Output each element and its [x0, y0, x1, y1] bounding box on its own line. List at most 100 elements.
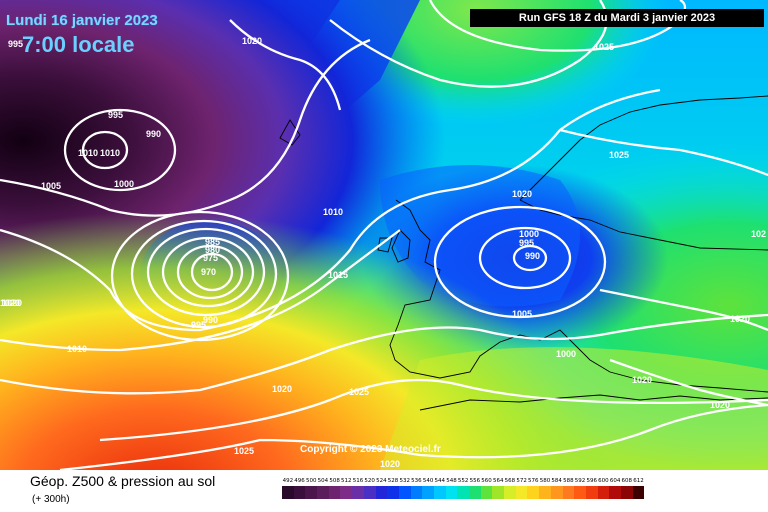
legend-swatch: [375, 486, 388, 499]
pressure-label: 990: [203, 315, 218, 325]
pressure-label: 1010: [78, 148, 98, 158]
legend-tick-label: 576: [528, 478, 539, 484]
legend-tick-label: 580: [539, 478, 551, 484]
pressure-label: 1025: [594, 42, 614, 52]
pressure-labels: 995 1020 1025 995 990 1010 1010 1000 100…: [0, 36, 766, 469]
legend-tick-label: 592: [574, 478, 586, 484]
pressure-label: 1010: [100, 148, 120, 158]
legend-swatch: [539, 486, 551, 499]
legend-swatch: [457, 486, 469, 499]
color-scale-legend: 492 496 500 504 508 512 516 520 524 528 532 536 540 5…: [282, 478, 645, 499]
product-title: Géop. Z500 & pression au sol: [30, 473, 216, 489]
pressure-label: 102: [751, 229, 766, 239]
pressure-label: 1020: [632, 375, 652, 385]
legend-swatch: [574, 486, 586, 499]
pressure-label: 1020: [242, 36, 262, 46]
pressure-label: 1020: [0, 298, 20, 308]
legend-tick-label: 604: [609, 478, 621, 484]
legend-swatch: [410, 486, 423, 499]
pressure-label: 1010: [67, 344, 87, 354]
legend-tick-label: 544: [434, 478, 446, 484]
legend-swatch: [317, 486, 329, 499]
legend-swatch: [527, 486, 540, 499]
pressure-label: 1015: [328, 270, 348, 280]
legend-ticks: 492 496 500 504 508 512 516 520 524 528 532 536 540 5…: [282, 478, 644, 484]
legend-tick-label: 572: [516, 478, 527, 484]
pressure-label: 1025: [609, 150, 629, 160]
legend-swatch: [340, 486, 353, 499]
legend-swatch: [469, 486, 481, 499]
valid-date: Lundi 16 janvier 2023: [6, 12, 158, 29]
pressure-label: 1005: [41, 181, 61, 191]
isobars: [0, 0, 768, 470]
legend-tick-label: 600: [598, 478, 609, 484]
legend-tick-label: 524: [376, 478, 387, 484]
legend-swatch: [550, 486, 563, 499]
legend-swatch: [480, 486, 493, 499]
legend-tick-label: 612: [633, 478, 644, 484]
legend-tick-label: 516: [352, 478, 364, 484]
legend-swatch: [445, 486, 458, 499]
legend-tick-label: 512: [341, 478, 352, 484]
legend-swatch: [515, 486, 528, 499]
pressure-label: 1025: [349, 387, 369, 397]
legend-swatch: [609, 486, 621, 499]
coastlines: [279, 95, 768, 411]
pressure-label: 1020: [2, 298, 22, 308]
legend-swatch: [293, 486, 306, 499]
legend-swatch: [305, 486, 318, 499]
legend-swatch: [363, 486, 376, 499]
run-info-banner: Run GFS 18 Z du Mardi 3 janvier 2023: [470, 9, 764, 27]
weather-map: 995 1020 1025 995 990 1010 1010 1000 100…: [0, 0, 768, 470]
pressure-label: 995: [519, 238, 534, 248]
legend-swatch: [328, 486, 341, 499]
forecast-horizon: (+ 300h): [32, 494, 70, 505]
legend-swatch: [282, 486, 294, 499]
legend-swatch: [398, 486, 411, 499]
legend-tick-label: 556: [469, 478, 481, 484]
legend-swatch: [352, 486, 364, 499]
pressure-label: 995: [8, 39, 23, 49]
legend-tick-label: 568: [504, 478, 516, 484]
pressure-label: 980: [205, 245, 220, 255]
legend-swatch: [387, 486, 399, 499]
pressure-label: 995: [191, 320, 206, 330]
legend-tick-label: 504: [317, 478, 329, 484]
legend-tick-label: 532: [399, 478, 410, 484]
legend-tick-label: 536: [411, 478, 422, 484]
legend-tick-label: 560: [481, 478, 492, 484]
legend-swatch: [562, 486, 575, 499]
pressure-label: 995: [108, 110, 123, 120]
legend-tick-label: 596: [586, 478, 597, 484]
pressure-label: 1020: [272, 384, 292, 394]
legend-tick-label: 584: [551, 478, 562, 484]
pressure-label: 1020: [710, 400, 730, 410]
legend-tick-label: 564: [492, 478, 504, 484]
legend-swatch: [492, 486, 505, 499]
legend-tick-label: 492: [282, 478, 294, 484]
legend-tick-label: 608: [621, 478, 633, 484]
legend-tick-label: 540: [422, 478, 434, 484]
pressure-label: 1000: [519, 229, 539, 239]
legend-swatch: [585, 486, 598, 499]
legend-tick-label: 496: [294, 478, 305, 484]
legend-swatch: [632, 486, 645, 499]
legend-tick-label: 588: [563, 478, 574, 484]
pressure-label: 1005: [512, 309, 532, 319]
legend-tick-label: 520: [364, 478, 375, 484]
pressure-label: 1000: [556, 349, 576, 359]
local-time: 7:00 locale: [22, 32, 135, 57]
legend-swatch: [504, 486, 516, 499]
pressure-label: 985: [205, 237, 220, 247]
pressure-label: 970: [201, 267, 216, 277]
pressure-label: 1020: [730, 314, 750, 324]
legend-tick-label: 548: [446, 478, 457, 484]
pressure-label: 1000: [114, 179, 134, 189]
legend-swatch: [422, 486, 434, 499]
legend-tick-label: 500: [305, 478, 317, 484]
pressure-label: 990: [525, 251, 540, 261]
pressure-label: 990: [146, 129, 161, 139]
copyright: Copyright © 2023 Meteociel.fr: [300, 444, 441, 455]
legend-swatch: [620, 486, 633, 499]
legend-swatches: [282, 486, 645, 499]
